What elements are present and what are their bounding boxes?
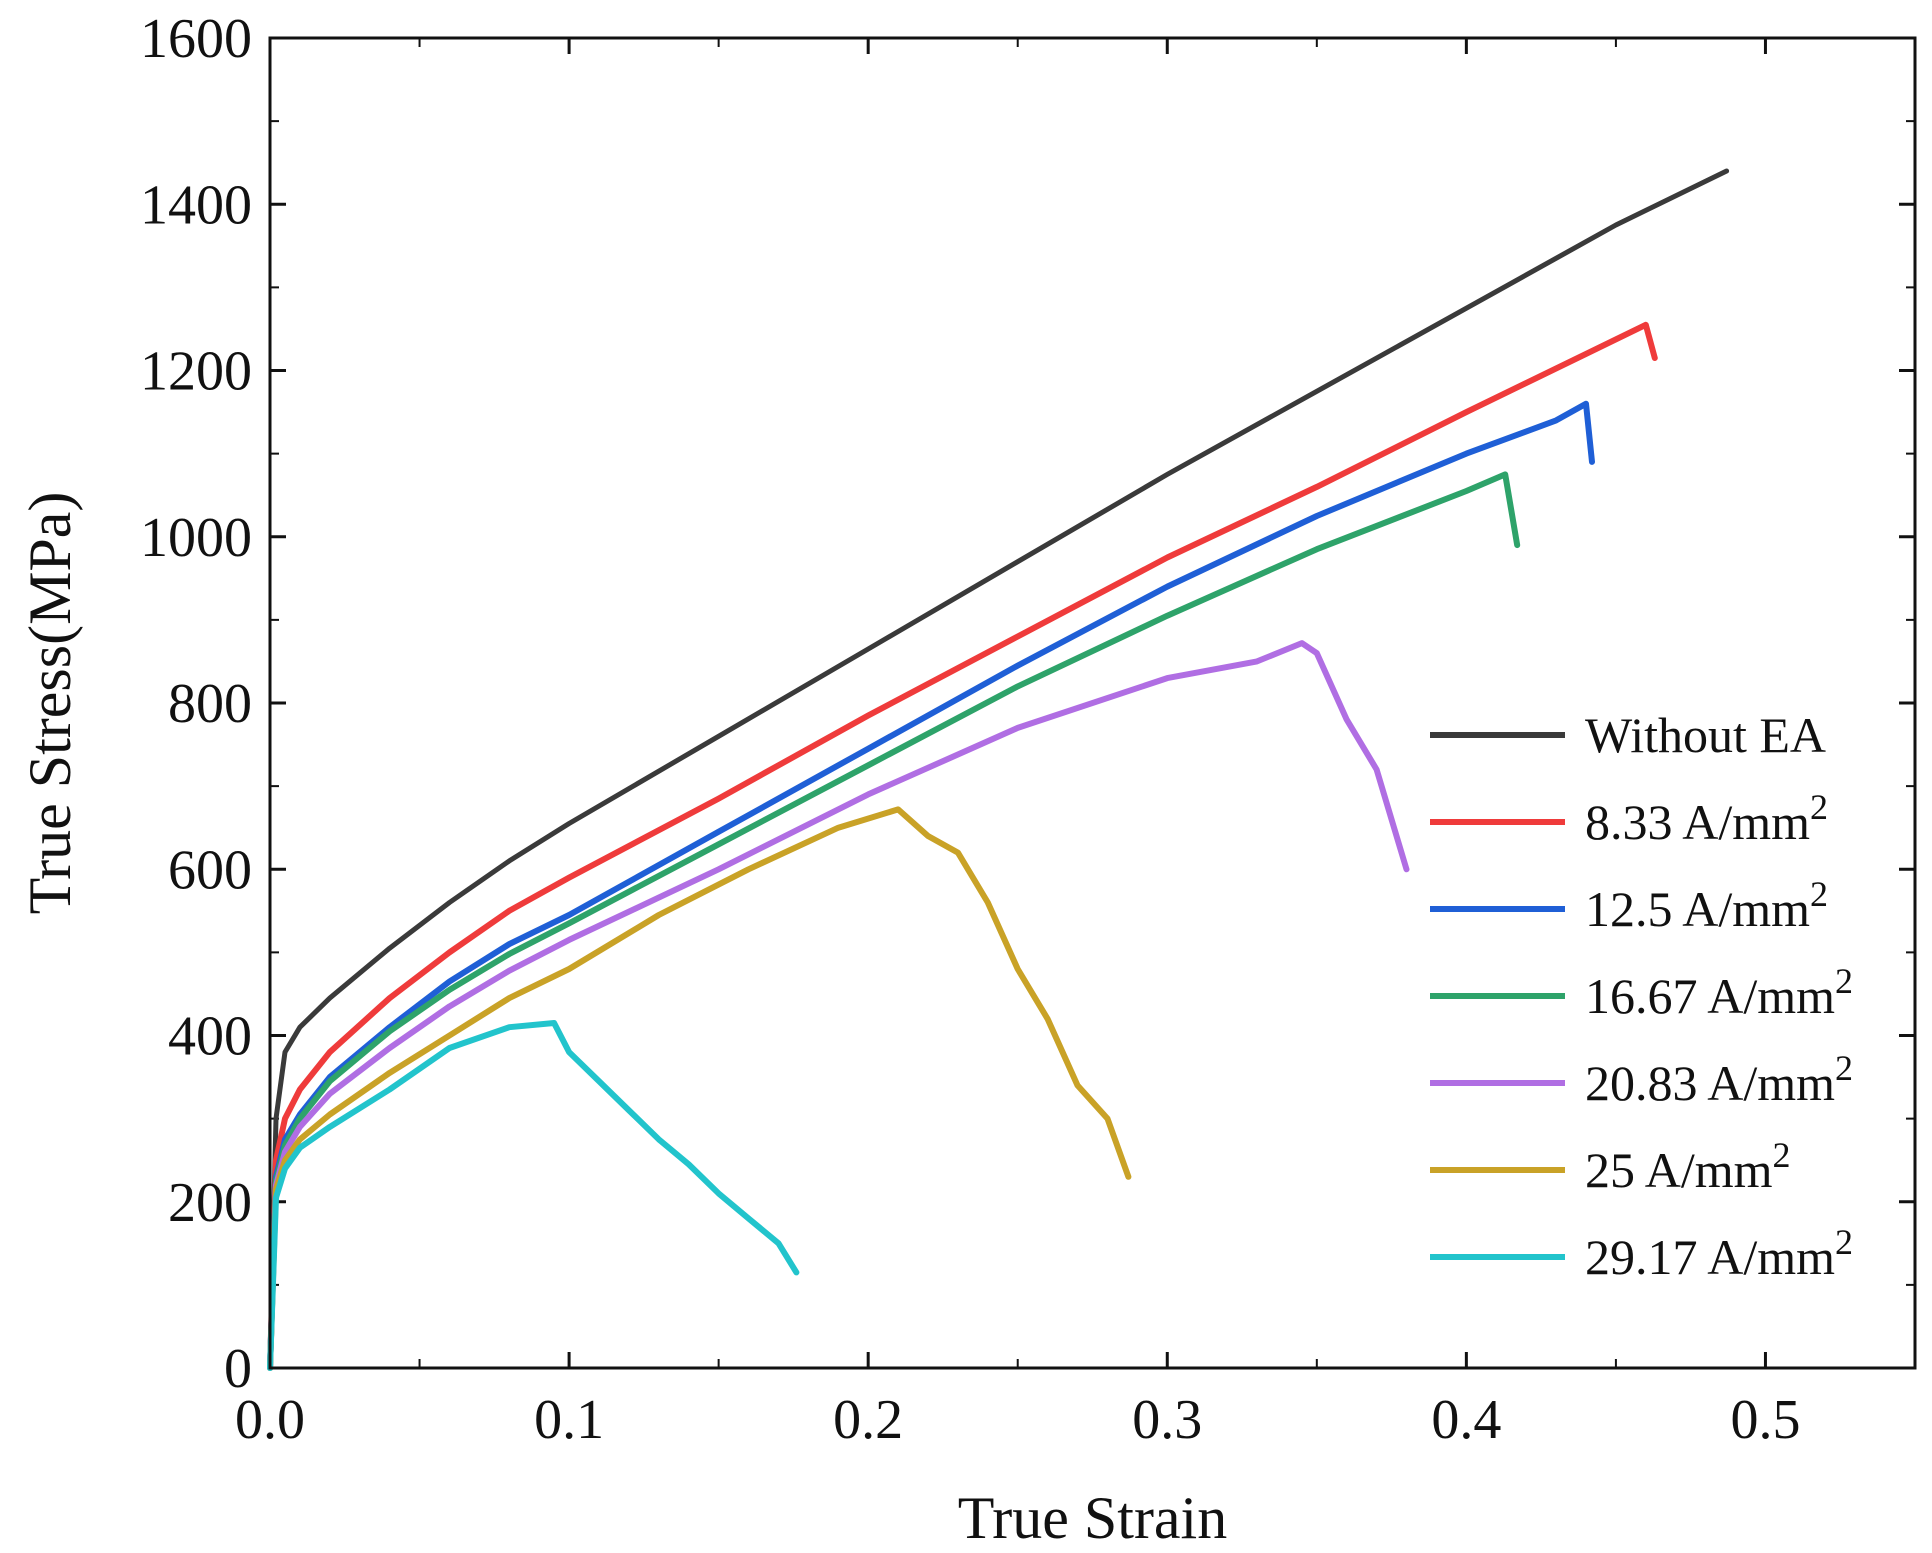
legend-label-superscript: 2 [1835, 961, 1853, 1001]
plot-frame [268, 36, 1917, 1370]
x-tick-label: 0.5 [1730, 1389, 1800, 1451]
legend-label-text: 25 A/mm [1585, 1142, 1773, 1198]
x-tick-label: 0.3 [1132, 1389, 1202, 1451]
legend-label-2: 8.33 A/mm2 [1585, 787, 1828, 850]
y-axis-title: True Stress(MPa) [17, 492, 83, 915]
series-line-4 [267, 471, 1521, 1371]
series-line-6 [267, 806, 1132, 1371]
y-tick-label: 600 [168, 839, 252, 901]
x-tick-label: 0.1 [534, 1389, 604, 1451]
y-tick-label: 1000 [140, 507, 252, 569]
x-tick-label: 0.0 [235, 1389, 305, 1451]
y-tick-label: 800 [168, 673, 252, 735]
legend-label-text: 16.67 A/mm [1585, 968, 1835, 1024]
x-axis-title: True Strain [958, 1485, 1227, 1551]
legend-label-superscript: 2 [1810, 787, 1828, 827]
series-line-7 [267, 1020, 800, 1371]
legend-label-text: 29.17 A/mm [1585, 1229, 1835, 1285]
x-tick-label: 0.2 [833, 1389, 903, 1451]
legend-label-superscript: 2 [1810, 874, 1828, 914]
legend-label-text: 12.5 A/mm [1585, 881, 1810, 937]
y-tick-label: 200 [168, 1172, 252, 1234]
series-line-3 [267, 400, 1595, 1371]
legend-label-6: 25 A/mm2 [1585, 1135, 1791, 1198]
y-tick-label: 1600 [140, 8, 252, 70]
y-tick-label: 400 [168, 1006, 252, 1068]
legend-label-1: Without EA [1585, 707, 1826, 763]
series-lines [267, 168, 1730, 1371]
legend-label-3: 12.5 A/mm2 [1585, 874, 1828, 937]
legend-label-text: 20.83 A/mm [1585, 1055, 1835, 1111]
legend-label-text: 8.33 A/mm [1585, 794, 1810, 850]
legend-label-superscript: 2 [1835, 1048, 1853, 1088]
series-line-2 [267, 321, 1658, 1371]
legend-label-text: Without EA [1585, 707, 1826, 763]
legend-label-5: 20.83 A/mm2 [1585, 1048, 1853, 1111]
series-line-5 [267, 640, 1410, 1371]
y-tick-label: 1200 [140, 341, 252, 403]
y-tick-label: 1400 [140, 174, 252, 236]
series-line-1 [267, 168, 1730, 1371]
legend-label-4: 16.67 A/mm2 [1585, 961, 1853, 1024]
legend-label-7: 29.17 A/mm2 [1585, 1222, 1853, 1285]
y-tick-label: 0 [224, 1338, 252, 1400]
legend-label-superscript: 2 [1773, 1135, 1791, 1175]
x-tick-label: 0.4 [1431, 1389, 1501, 1451]
legend-label-superscript: 2 [1835, 1222, 1853, 1262]
axis-tick-labels: 0.0 0.1 0.2 0.3 0.4 0.5 0 200 400 600 800 1000 1200 1… [140, 8, 1800, 1451]
